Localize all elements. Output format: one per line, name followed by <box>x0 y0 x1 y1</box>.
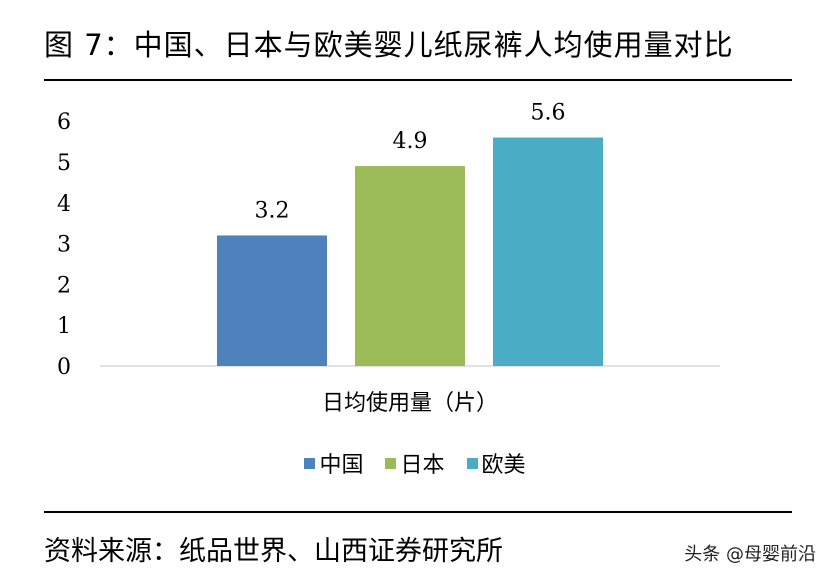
legend-item-euro-us: 欧美 <box>466 447 526 479</box>
y-tick-label: 6 <box>57 110 71 135</box>
bar-2 <box>355 166 465 366</box>
legend-label-china: 中国 <box>319 453 364 478</box>
data-label: 4.9 <box>393 129 428 154</box>
legend-swatch-china <box>304 457 316 469</box>
source-rule <box>44 511 792 513</box>
legend: 中国 日本 欧美 <box>0 447 830 479</box>
y-tick-label: 2 <box>57 273 71 298</box>
bar-3 <box>493 137 603 366</box>
legend-item-japan: 日本 <box>385 447 445 479</box>
legend-swatch-euro-us <box>466 457 478 469</box>
legend-label-japan: 日本 <box>400 453 445 478</box>
source-note: 资料来源：纸品世界、山西证券研究所 <box>44 536 503 567</box>
title-rule <box>44 79 792 81</box>
watermark: 头条 @母婴前沿 <box>684 544 816 565</box>
legend-label-euro-us: 欧美 <box>481 453 526 478</box>
data-label: 3.2 <box>255 198 290 223</box>
x-category-label: 日均使用量（片） <box>322 391 498 416</box>
y-tick-label: 5 <box>57 151 71 176</box>
y-tick-label: 0 <box>57 355 71 380</box>
legend-swatch-japan <box>385 457 397 469</box>
y-tick-label: 1 <box>57 314 71 339</box>
data-label: 5.6 <box>531 101 566 126</box>
y-tick-label: 3 <box>57 233 71 258</box>
bar-1 <box>217 235 327 366</box>
bar-chart: 0 1 2 3 4 5 6 3.2 4.9 5.6 日均使用量（片） <box>57 101 720 416</box>
y-tick-label: 4 <box>57 192 71 217</box>
chart-title: 图 7：中国、日本与欧美婴儿纸尿裤人均使用量对比 <box>44 28 734 62</box>
legend-item-china: 中国 <box>304 447 363 479</box>
